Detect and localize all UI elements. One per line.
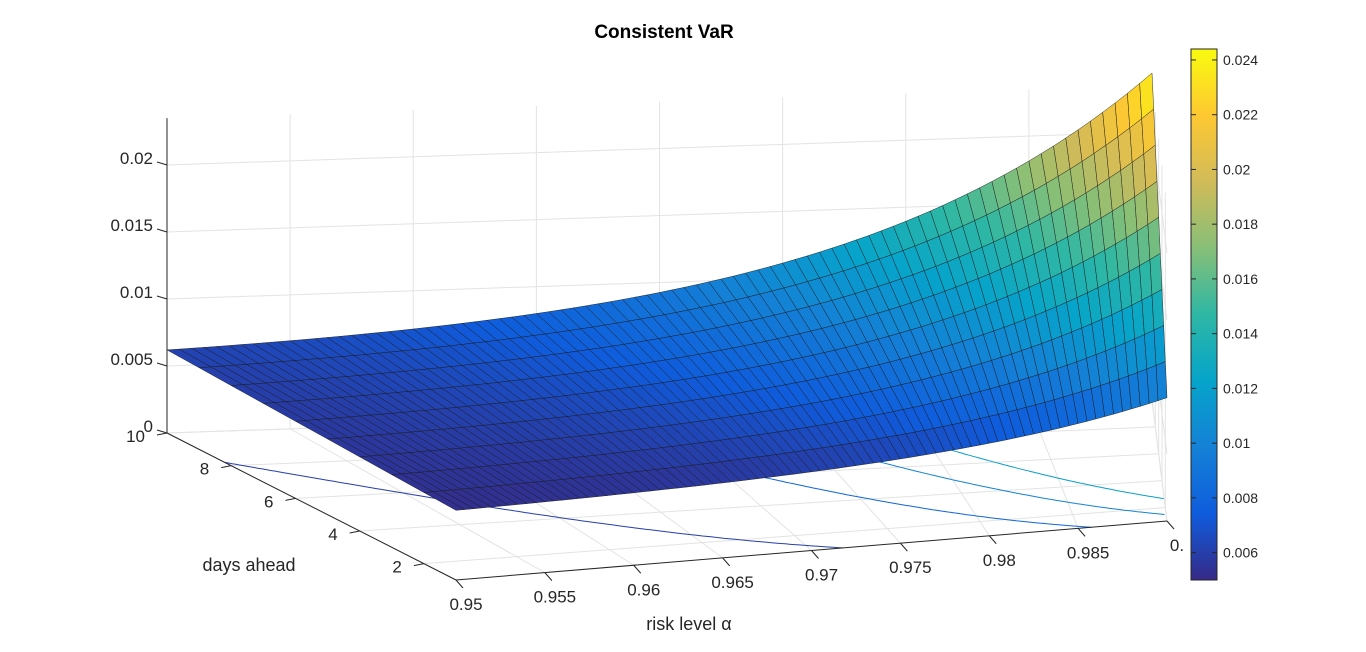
x-tick-label: 0. xyxy=(1170,536,1184,555)
y-tick-mark xyxy=(221,465,232,469)
y-tick-label: 10 xyxy=(126,427,145,446)
surface-patch xyxy=(1134,188,1149,232)
y-tick-label: 4 xyxy=(328,525,337,544)
x-axis-ticks: 0.95 0.955 0.96 0.965 0.97 0.975 0.98 0.985 0. xyxy=(449,520,1184,614)
back-wall-grid-line xyxy=(166,131,1153,166)
colorbar-tick-label: 0.012 xyxy=(1223,380,1258,396)
floor-grid-line xyxy=(359,480,1163,532)
surface-patch xyxy=(1149,253,1163,296)
y-tick-label: 8 xyxy=(200,460,209,479)
x-tick-mark xyxy=(544,572,553,581)
colorbar-tick-label: 0.016 xyxy=(1223,271,1258,287)
x-tick-label: 0.985 xyxy=(1067,543,1110,562)
z-tick-mark xyxy=(156,429,168,434)
surface-patch xyxy=(1153,325,1166,366)
colorbar-tick-label: 0.018 xyxy=(1223,216,1258,232)
x-tick-mark xyxy=(1077,528,1086,537)
contour-line xyxy=(224,461,844,549)
z-tick-label: 0.015 xyxy=(110,216,153,235)
z-tick-label: 0.005 xyxy=(110,350,153,369)
x-tick-mark xyxy=(811,550,819,559)
x-tick-mark xyxy=(455,579,464,589)
y-tick-mark xyxy=(349,530,360,534)
y-tick-label: 2 xyxy=(392,558,401,577)
colorbar-tick-label: 0.01 xyxy=(1223,435,1250,451)
z-tick-label: 0.02 xyxy=(120,149,153,168)
x-tick-mark xyxy=(722,557,731,567)
y-tick-mark xyxy=(413,563,424,567)
floor-grid-line xyxy=(289,428,546,574)
surface-patch xyxy=(1145,181,1159,225)
x-tick-label: 0.97 xyxy=(805,566,838,585)
x-tick-mark xyxy=(633,564,642,574)
chart-title: Consistent VaR xyxy=(594,22,734,43)
x-tick-label: 0.975 xyxy=(889,558,932,577)
x-axis-label: risk level α xyxy=(646,614,731,634)
y-tick-label: 6 xyxy=(264,492,273,511)
colorbar: 0.006 0.008 0.01 0.012 0.014 0.016 0.018 0.02 0.… xyxy=(1190,48,1258,581)
x-tick-label: 0.95 xyxy=(449,595,482,614)
x-tick-mark xyxy=(1166,520,1175,530)
z-tick-mark xyxy=(156,161,168,166)
x-tick-mark xyxy=(988,535,997,545)
colorbar-tick-label: 0.008 xyxy=(1223,490,1258,506)
surface-patch xyxy=(1155,361,1168,401)
z-tick-mark xyxy=(156,295,168,300)
colorbar-gradient xyxy=(1190,48,1218,581)
floor-grid-line xyxy=(423,507,1166,565)
side-wall-grid-line xyxy=(1151,399,1168,522)
y-axis-ticks: 2 4 6 8 10 xyxy=(126,427,424,577)
y-tick-mark xyxy=(156,432,168,436)
x-tick-label: 0.98 xyxy=(983,551,1016,570)
z-tick-mark xyxy=(156,228,168,233)
x-tick-label: 0.955 xyxy=(534,588,577,607)
colorbar-tick-label: 0.02 xyxy=(1223,161,1250,177)
surface-patch xyxy=(1151,289,1164,331)
z-tick-label: 0.01 xyxy=(120,283,153,302)
x-tick-label: 0.96 xyxy=(627,580,660,599)
colorbar-tick-label: 0.014 xyxy=(1223,326,1258,342)
y-tick-mark xyxy=(285,497,296,501)
y-axis-label: days ahead xyxy=(202,555,295,575)
surface-patch xyxy=(1147,217,1161,260)
x-tick-label: 0.965 xyxy=(711,573,754,592)
colorbar-tick-label: 0.006 xyxy=(1223,545,1258,561)
colorbar-tick-label: 0.024 xyxy=(1223,52,1258,68)
x-tick-mark xyxy=(899,542,908,552)
surface-patch xyxy=(1136,224,1151,266)
colorbar-tick-label: 0.022 xyxy=(1223,107,1258,123)
z-tick-mark xyxy=(156,362,168,367)
z-axis-ticks: 0 0.005 0.01 0.015 0.02 xyxy=(110,149,168,436)
surface-plot xyxy=(166,72,1168,511)
z-tick-label: 0 xyxy=(144,417,153,436)
y-axis-line xyxy=(166,432,457,581)
